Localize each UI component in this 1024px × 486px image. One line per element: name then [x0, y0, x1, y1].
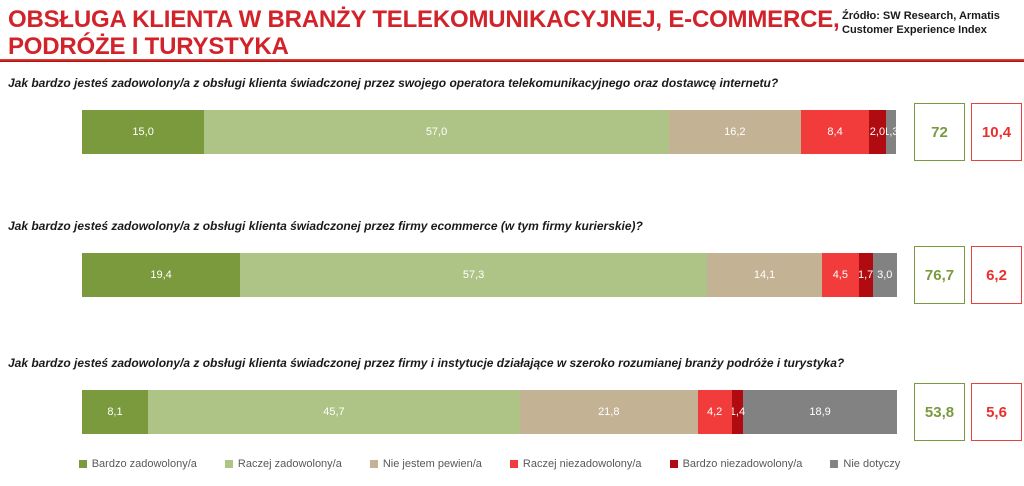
legend-label: Raczej zadowolony/a — [237, 458, 342, 470]
segment-value-label: 1,7 — [857, 269, 874, 281]
segment-value-label: 2,0 — [869, 126, 886, 138]
summary-boxes: 76,7 6,2 — [914, 246, 1022, 304]
legend-label: Raczej niezadowolony/a — [522, 458, 642, 470]
stacked-bar-3: 8,1 45,7 21,8 4,2 1,4 18,9 — [82, 390, 897, 434]
bar-segment: 21,8 — [520, 390, 698, 434]
bar-segment: 1,4 — [729, 390, 746, 434]
bar-row-1: 15,0 57,0 16,2 8,4 2,0 1,3 72 10,4 — [82, 103, 1024, 161]
legend-item: Nie jestem pewien/a — [369, 458, 482, 470]
segment-value-label: 4,2 — [706, 406, 723, 418]
summary-boxes: 72 10,4 — [914, 103, 1022, 161]
bar-row-2: 19,4 57,3 14,1 4,5 1,7 3,0 76,7 6,2 — [82, 246, 1024, 304]
title-divider — [0, 59, 1024, 62]
chart-legend: Bardzo zadowolony/a Raczej zadowolony/a Ni… — [78, 458, 900, 470]
legend-label: Nie jestem pewien/a — [382, 458, 482, 470]
segment-value-label: 57,0 — [425, 126, 448, 138]
negative-total-box: 10,4 — [971, 103, 1022, 161]
stacked-bar-2: 19,4 57,3 14,1 4,5 1,7 3,0 — [82, 253, 897, 297]
bar-segment: 4,2 — [697, 390, 732, 434]
segment-value-label: 1,4 — [729, 406, 746, 418]
bar-segment: 2,0 — [869, 110, 886, 154]
section-spacer — [0, 304, 1024, 342]
segment-value-label: 15,0 — [132, 126, 154, 138]
legend-label: Bardzo niezadowolony/a — [682, 458, 803, 470]
bar-segment: 1,7 — [857, 253, 874, 297]
bar-segment: 8,1 — [82, 390, 148, 434]
negative-total-box: 5,6 — [971, 383, 1022, 441]
segment-value-label: 3,0 — [877, 269, 893, 281]
stacked-bar-1: 15,0 57,0 16,2 8,4 2,0 1,3 — [82, 110, 899, 154]
legend-swatch-icon — [78, 460, 87, 468]
bar-segment: 1,3 — [883, 110, 899, 154]
bar-segment: 15,0 — [82, 110, 205, 154]
segment-value-label: 8,1 — [107, 406, 123, 418]
segment-value-label: 1,3 — [883, 126, 899, 138]
bar-segment: 18,9 — [743, 390, 897, 434]
segment-value-label: 4,5 — [832, 269, 848, 281]
segment-value-label: 14,1 — [753, 269, 776, 281]
source-note: Źródło: SW Research, Armatis Customer Ex… — [842, 9, 1012, 38]
segment-value-label: 19,4 — [150, 269, 172, 281]
question-block-3: Jak bardzo jesteś zadowolony/a z obsługi… — [0, 356, 1024, 441]
bar-segment: 14,1 — [707, 253, 822, 297]
bar-segment: 45,7 — [147, 390, 521, 434]
question-text-3: Jak bardzo jesteś zadowolony/a z obsługi… — [8, 356, 845, 370]
legend-swatch-icon — [369, 460, 378, 468]
legend-item: Bardzo zadowolony/a — [78, 458, 197, 470]
segment-value-label: 21,8 — [598, 406, 620, 418]
positive-total-box: 53,8 — [914, 383, 965, 441]
legend-swatch-icon — [669, 460, 678, 468]
segment-value-label: 8,4 — [827, 126, 843, 138]
section-spacer — [0, 161, 1024, 205]
question-block-1: Jak bardzo jesteś zadowolony/a z obsługi… — [0, 76, 1024, 205]
bar-segment: 3,0 — [872, 253, 897, 297]
bar-segment: 8,4 — [800, 110, 870, 154]
positive-total-box: 72 — [914, 103, 965, 161]
bar-segment: 4,5 — [822, 253, 859, 297]
legend-swatch-icon — [509, 460, 518, 468]
bar-segment: 57,0 — [204, 110, 669, 154]
positive-total-box: 76,7 — [914, 246, 965, 304]
legend-item: Nie dotyczy — [830, 458, 900, 470]
legend-item: Raczej zadowolony/a — [224, 458, 342, 470]
header: OBSŁUGA KLIENTA W BRANŻY TELEKOMUNIKACYJ… — [0, 0, 1024, 60]
chart-sections: Jak bardzo jesteś zadowolony/a z obsługi… — [0, 76, 1024, 441]
legend-swatch-icon — [830, 460, 839, 468]
source-line-2: Customer Experience Index — [842, 24, 987, 37]
legend-item: Bardzo niezadowolony/a — [669, 458, 803, 470]
bar-segment: 57,3 — [240, 253, 708, 297]
page-title: OBSŁUGA KLIENTA W BRANŻY TELEKOMUNIKACYJ… — [8, 6, 840, 60]
segment-value-label: 16,2 — [724, 126, 746, 138]
question-block-2: Jak bardzo jesteś zadowolony/a z obsługi… — [0, 219, 1024, 342]
legend-label: Bardzo zadowolony/a — [91, 458, 197, 470]
segment-value-label: 45,7 — [323, 406, 345, 418]
question-text-2: Jak bardzo jesteś zadowolony/a z obsługi… — [8, 219, 643, 233]
bar-segment: 16,2 — [668, 110, 801, 154]
legend-swatch-icon — [224, 460, 233, 468]
legend-item: Raczej niezadowolony/a — [509, 458, 642, 470]
summary-boxes: 53,8 5,6 — [914, 383, 1022, 441]
negative-total-box: 6,2 — [971, 246, 1022, 304]
question-text-1: Jak bardzo jesteś zadowolony/a z obsługi… — [8, 76, 779, 90]
source-line-1: Źródło: SW Research, Armatis — [842, 10, 1000, 22]
segment-value-label: 57,3 — [462, 269, 485, 281]
bar-row-3: 8,1 45,7 21,8 4,2 1,4 18,9 53,8 5,6 — [82, 383, 1024, 441]
segment-value-label: 18,9 — [809, 406, 831, 418]
bar-segment: 19,4 — [82, 253, 241, 297]
legend-label: Nie dotyczy — [843, 458, 901, 470]
